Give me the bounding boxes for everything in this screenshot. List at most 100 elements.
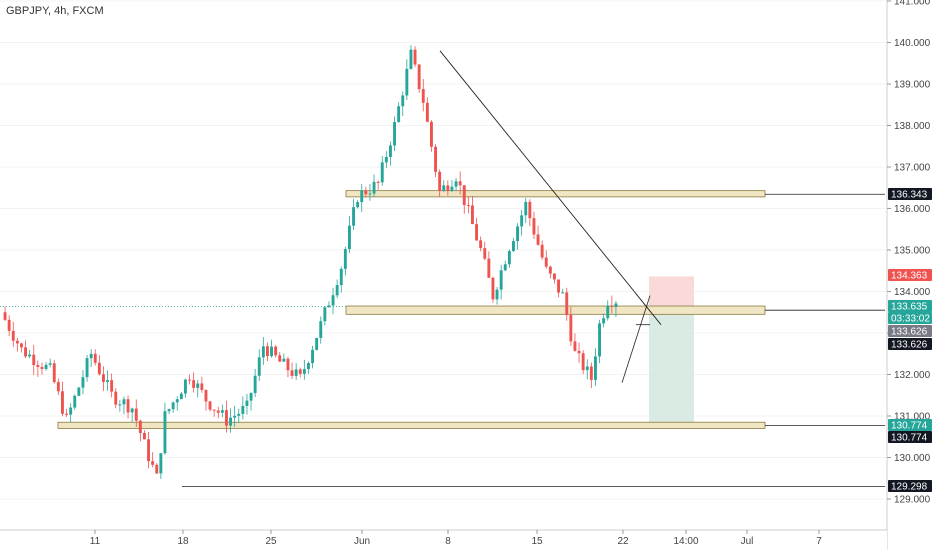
candle-down [278, 355, 282, 362]
candle-up [179, 393, 183, 400]
y-tick-label: 129.000 [894, 495, 931, 506]
candle-up [397, 106, 401, 122]
candle-up [594, 356, 597, 380]
x-tick-label: Jun [354, 536, 370, 547]
candle-up [389, 145, 392, 157]
candle-up [409, 49, 413, 69]
candle-down [126, 399, 130, 413]
candle-down [40, 366, 44, 369]
candle-down [61, 391, 64, 414]
candle-up [319, 321, 323, 338]
candle-down [147, 439, 150, 462]
y-tick-label: 131.000 [894, 412, 931, 423]
price-badge [888, 312, 932, 324]
candle-up [356, 202, 360, 208]
candle-up [393, 121, 396, 146]
candle-up [442, 185, 446, 191]
x-tick-label: 11 [90, 536, 101, 547]
candle-up [282, 358, 286, 362]
candle-up [85, 358, 89, 378]
candle-up [196, 383, 200, 388]
candle-up [122, 399, 126, 405]
x-tick-label: 14:00 [673, 536, 698, 547]
candle-down [528, 201, 532, 219]
candle-down [56, 382, 60, 392]
candle-down [475, 224, 478, 241]
x-tick-label: 25 [265, 536, 277, 547]
stop-loss-zone[interactable] [649, 276, 694, 308]
candle-down [208, 401, 212, 410]
price-badge [888, 188, 932, 200]
candle-down [15, 340, 19, 344]
candle-down [553, 273, 556, 280]
y-tick-label: 137.000 [894, 163, 931, 174]
time-axis [0, 530, 887, 550]
candle-down [138, 420, 142, 434]
candle-up [495, 289, 499, 300]
candle-up [184, 379, 187, 394]
candle-up [89, 353, 93, 359]
price-badge [888, 325, 932, 337]
x-tick-label: 8 [445, 536, 451, 547]
candle-up [171, 402, 175, 410]
price-badge-label: 133.626 [891, 327, 928, 338]
price-badge [888, 269, 932, 281]
candle-down [286, 358, 290, 371]
y-tick-label: 135.000 [894, 246, 931, 257]
y-tick-label: 140.000 [894, 38, 931, 49]
candle-up [270, 346, 273, 357]
candle-down [134, 408, 138, 421]
y-tick-label: 134.000 [894, 287, 931, 298]
candle-down [192, 380, 196, 388]
candle-down [434, 146, 437, 172]
trendline[interactable] [439, 50, 662, 325]
candle-down [438, 171, 442, 191]
candle-down [557, 279, 560, 293]
candle-down [225, 410, 228, 426]
y-tick-label: 141.000 [894, 0, 931, 8]
candle-up [167, 409, 171, 412]
candle-down [364, 190, 368, 195]
candle-down [610, 305, 614, 308]
candle-up [302, 369, 306, 374]
candle-up [44, 364, 48, 369]
candle-up [106, 380, 109, 382]
candle-down [7, 319, 11, 331]
candle-down [577, 350, 581, 354]
candle-up [380, 162, 384, 183]
candle-down [151, 461, 155, 465]
price-badge [888, 480, 932, 492]
candle-down [274, 346, 278, 356]
price-badge-label: 134.363 [891, 271, 928, 282]
candle-up [520, 215, 524, 227]
candle-up [249, 393, 253, 401]
candle-down [491, 277, 495, 300]
candle-down [487, 258, 491, 278]
rising-line[interactable] [621, 295, 651, 383]
x-tick-label: 22 [617, 536, 629, 547]
candle-up [348, 225, 351, 250]
candle-down [266, 346, 269, 357]
candle-down [581, 353, 585, 371]
candle-up [159, 453, 163, 474]
candle-up [598, 323, 601, 357]
candle-down [376, 181, 380, 183]
price-badge-label: 133.626 [891, 340, 928, 351]
sr-zone[interactable] [345, 305, 766, 315]
candle-up [516, 226, 519, 242]
candle-down [155, 464, 159, 474]
candle-down [458, 181, 462, 186]
candle-up [241, 406, 245, 414]
take-profit-zone[interactable] [649, 307, 694, 426]
candle-down [565, 292, 569, 316]
candle-up [28, 354, 32, 357]
candle-up [175, 399, 179, 403]
candle-up [294, 369, 298, 376]
candle-up [360, 190, 364, 203]
candle-down [573, 341, 577, 351]
candle-down [102, 374, 105, 382]
price-badge [888, 419, 932, 431]
candle-down [536, 234, 540, 245]
